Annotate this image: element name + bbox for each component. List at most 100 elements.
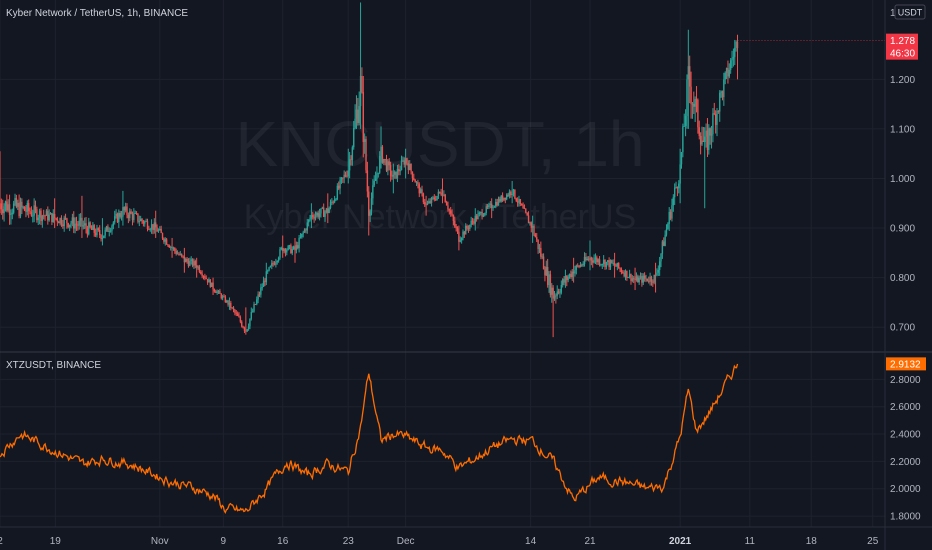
candle	[611, 259, 613, 264]
candle	[4, 200, 7, 212]
candle	[265, 262, 268, 286]
candle	[74, 217, 76, 234]
candle	[109, 227, 112, 233]
candle	[161, 232, 164, 240]
candle	[37, 214, 39, 226]
candle	[27, 199, 30, 218]
candle	[480, 211, 482, 216]
candle	[249, 318, 251, 330]
candle	[201, 270, 203, 279]
currency-badge[interactable]: USDT	[894, 4, 926, 20]
candle	[279, 246, 281, 260]
candle	[359, 2, 362, 129]
candle	[653, 274, 655, 285]
candle	[202, 275, 205, 280]
current-price-label: 1.278	[890, 36, 915, 47]
xtz-line-series	[0, 363, 739, 514]
candle	[601, 263, 603, 270]
candle	[620, 267, 623, 275]
candle	[566, 275, 568, 287]
candle	[459, 236, 461, 243]
candle	[298, 235, 300, 253]
candle	[100, 234, 102, 242]
candle	[318, 208, 321, 221]
candle	[34, 200, 37, 214]
candle	[590, 256, 593, 266]
candle	[283, 247, 285, 254]
time-axis[interactable]: 2 19 Nov 9 16 23 Dec 14 21 2021 11 18 25	[0, 536, 879, 547]
candle	[86, 225, 89, 238]
candle	[0, 198, 3, 215]
main-price-axis[interactable]: 1 USDT 1.200 1.100 1.000 0.900 0.800 0.700	[890, 4, 926, 334]
candle	[712, 108, 714, 143]
watermark-name: Kyber Network / TetherUS	[244, 198, 636, 236]
candle	[287, 244, 289, 251]
candle	[533, 224, 535, 237]
main-pane-title[interactable]: Kyber Network / TetherUS, 1h, BINANCE	[6, 8, 188, 19]
candle	[332, 200, 334, 205]
candle	[531, 215, 534, 243]
candle	[40, 208, 42, 226]
x-tick-label: 23	[343, 536, 355, 547]
candle	[320, 208, 322, 218]
candle	[598, 256, 601, 267]
candle	[195, 257, 198, 278]
candle	[721, 90, 724, 101]
candle	[88, 217, 90, 236]
candle	[172, 246, 175, 251]
candle	[641, 272, 643, 287]
candle	[58, 220, 60, 224]
candle	[325, 207, 328, 214]
candle	[516, 197, 519, 207]
candle	[463, 230, 466, 238]
candle	[339, 176, 341, 195]
candle	[657, 265, 659, 276]
candle	[654, 262, 657, 293]
candle	[731, 50, 733, 69]
lower-pane-title[interactable]: XTZUSDT, BINANCE	[6, 360, 101, 371]
candle	[704, 127, 706, 209]
candle	[567, 274, 569, 283]
candle	[462, 229, 464, 241]
candle	[439, 191, 441, 194]
candle	[126, 203, 128, 219]
candle	[426, 200, 429, 206]
candle	[59, 217, 61, 226]
candle	[449, 206, 452, 217]
candle	[187, 258, 190, 268]
candle	[93, 224, 95, 237]
candle	[568, 273, 571, 279]
candle	[624, 269, 627, 281]
candle	[21, 198, 23, 215]
candle	[377, 172, 380, 178]
candle	[90, 225, 93, 230]
candle	[581, 263, 583, 267]
candle	[451, 209, 453, 217]
candle	[26, 200, 29, 216]
candle	[317, 210, 319, 219]
candle	[388, 158, 390, 171]
candle	[684, 109, 687, 137]
candle	[557, 288, 560, 295]
candle	[660, 253, 662, 268]
candle	[608, 257, 610, 270]
candle	[399, 165, 401, 176]
candle	[589, 240, 591, 271]
candle	[97, 227, 100, 232]
candle	[527, 211, 530, 224]
candle	[276, 260, 278, 265]
candle	[243, 326, 246, 334]
candle	[710, 125, 713, 149]
candle	[519, 198, 522, 207]
candle	[310, 203, 313, 229]
candle	[724, 71, 726, 85]
candle	[391, 170, 393, 180]
candle	[622, 270, 624, 274]
candle	[41, 214, 44, 228]
candle	[275, 258, 277, 268]
candle	[725, 67, 728, 80]
candle	[471, 217, 474, 225]
candle	[85, 217, 87, 234]
candle	[316, 211, 318, 218]
